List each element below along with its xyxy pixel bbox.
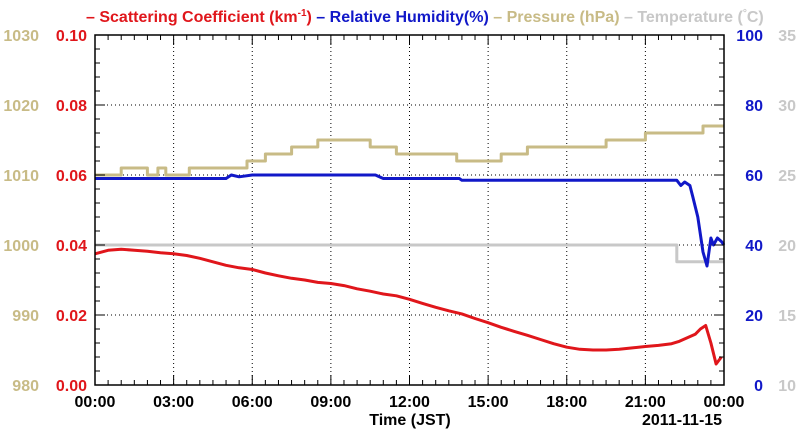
- legend-marker: –: [620, 9, 638, 26]
- legend: – Scattering Coefficient (km-1) – Relati…: [86, 8, 764, 26]
- series-line-temperature: [95, 243, 724, 264]
- series-line-scattering-coefficient: [94, 247, 723, 366]
- x-tick-label: 00:00: [75, 394, 116, 411]
- series-line-relative-humidity: [95, 173, 726, 268]
- y-tick-label-scattering: 0.10: [56, 28, 87, 45]
- y-tick-label-humidity: 100: [736, 28, 763, 45]
- x-tick-label: 18:00: [546, 394, 587, 411]
- legend-marker: –: [489, 9, 507, 26]
- legend-label: Temperature (: [637, 9, 743, 26]
- legend-superscript: -1: [298, 8, 307, 19]
- legend-text: – Scattering Coefficient (km-1) – Relati…: [86, 8, 764, 26]
- legend-label-tail: C): [747, 9, 764, 26]
- y-tick-label-humidity: 20: [745, 308, 763, 325]
- y-tick-label-scattering: 0.06: [56, 168, 87, 185]
- legend-label: Pressure (hPa): [507, 9, 620, 26]
- series-line-pressure: [95, 124, 724, 177]
- y-tick-label-humidity: 80: [745, 98, 763, 115]
- x-tick-labels: 00:00 03:00 06:00 09:00 12:00 15:00 18:00 21:00…: [75, 394, 745, 411]
- y-tick-label-temperature: 20: [778, 238, 796, 255]
- y-tick-label-humidity: 40: [745, 238, 763, 255]
- y-tick-label-pressure: 990: [12, 308, 39, 325]
- legend-marker: –: [312, 9, 330, 26]
- y-tick-label-pressure: 1030: [3, 28, 39, 45]
- x-tick-label: 09:00: [310, 394, 351, 411]
- legend-degree: °: [743, 8, 747, 19]
- legend-label: Relative Humidity(%): [330, 9, 489, 26]
- y-tick-label-scattering: 0.00: [56, 378, 87, 395]
- y-tick-label-temperature: 10: [778, 378, 796, 395]
- y-tick-label-temperature: 30: [778, 98, 796, 115]
- x-axis-label: Time (JST): [369, 412, 451, 429]
- y-tick-label-scattering: 0.02: [56, 308, 87, 325]
- y-tick-label-humidity: 60: [745, 168, 763, 185]
- y-tick-label-scattering: 0.08: [56, 98, 87, 115]
- y-tick-label-pressure: 1020: [3, 98, 39, 115]
- y-tick-label-pressure: 980: [12, 378, 39, 395]
- legend-label: Scattering Coefficient (km: [99, 9, 297, 26]
- y-tick-label-scattering: 0.04: [56, 238, 87, 255]
- y-tick-label-temperature: 25: [778, 168, 796, 185]
- series-group: [94, 124, 726, 366]
- y-tick-label-temperature: 35: [778, 28, 796, 45]
- legend-label-tail: ): [307, 9, 312, 26]
- tick-marks: [94, 34, 725, 386]
- y-tick-label-humidity: 0: [754, 378, 763, 395]
- x-tick-label: 06:00: [232, 394, 273, 411]
- y-tick-labels: 10301020101010009909800.100.080.060.040.…: [3, 28, 796, 395]
- legend-marker: –: [86, 9, 99, 26]
- y-tick-label-pressure: 1010: [3, 168, 39, 185]
- date-label: 2011-11-15: [642, 412, 722, 429]
- x-tick-label: 00:00: [704, 394, 745, 411]
- x-tick-label: 12:00: [389, 394, 430, 411]
- y-tick-label-pressure: 1000: [3, 238, 39, 255]
- grid: [95, 35, 724, 385]
- x-tick-label: 03:00: [153, 394, 194, 411]
- x-tick-label: 15:00: [468, 394, 509, 411]
- y-tick-label-temperature: 15: [778, 308, 796, 325]
- x-tick-label: 21:00: [625, 394, 666, 411]
